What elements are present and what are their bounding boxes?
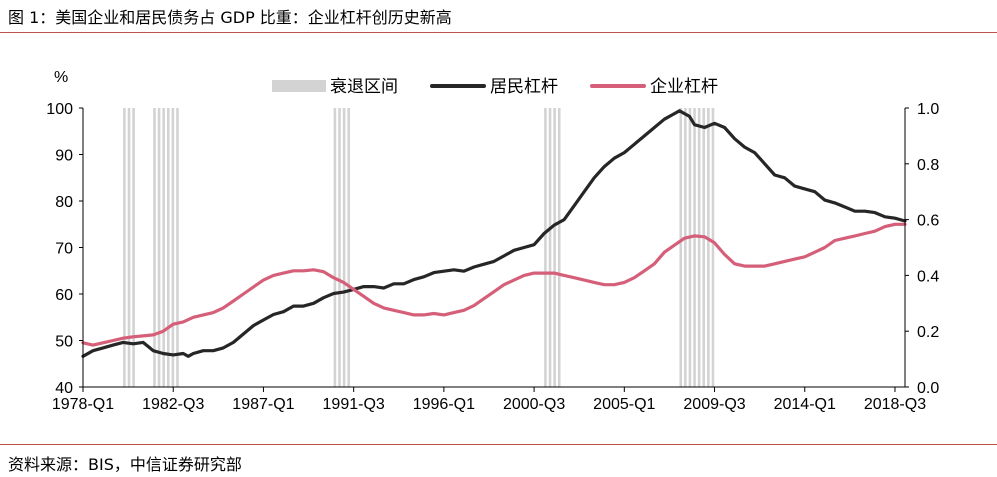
- recession-stripe: [132, 108, 135, 387]
- recession-stripe: [544, 108, 547, 387]
- recession-stripe: [127, 108, 131, 387]
- household-leverage-line: [81, 109, 907, 358]
- recession-band-3: [333, 108, 351, 387]
- x-tick-label: 1996-Q1: [413, 396, 475, 413]
- recession-stripe: [711, 108, 715, 387]
- left-tick-label: 50: [55, 334, 73, 351]
- figure-title: 图 1：美国企业和居民债务占 GDP 比重：企业杠杆创历史新高: [8, 8, 452, 27]
- legend-item-3: 企业杠杆: [590, 77, 718, 97]
- recession-stripe: [688, 108, 692, 387]
- top-divider: [0, 32, 997, 33]
- recession-stripe: [153, 108, 156, 387]
- left-tick-label: 70: [55, 241, 73, 258]
- legend-label: 衰退区间: [330, 77, 398, 97]
- recession-stripe: [162, 108, 165, 387]
- debt-to-gdp-chart: % 40 50 60 70 80 90 100 0.0 0.2 0.4 0.6 0.8 1.0 1978-Q…: [46, 69, 939, 413]
- x-tick-label: 2018-Q3: [864, 396, 926, 413]
- recession-stripe: [693, 108, 696, 387]
- axes: % 40 50 60 70 80 90 100 0.0 0.2 0.4 0.6 0.8 1.0 1978-Q…: [46, 69, 939, 413]
- recession-stripe: [553, 108, 556, 387]
- legend: 衰退区间 居民杠杆 企业杠杆: [272, 77, 718, 97]
- recession-stripe: [684, 108, 687, 387]
- recession-stripe: [697, 108, 701, 387]
- recession-stripe: [338, 108, 341, 387]
- x-tick-label: 2014-Q1: [774, 396, 836, 413]
- right-tick-label: 0.2: [917, 324, 939, 341]
- source-note: 资料来源：BIS，中信证券研究部: [8, 455, 242, 474]
- right-tick-label: 0.4: [917, 268, 939, 285]
- recession-stripe: [176, 108, 179, 387]
- recession-stripe: [702, 108, 706, 387]
- legend-item-1: 衰退区间: [272, 77, 398, 97]
- left-tick-label: 40: [55, 380, 73, 397]
- y-unit-label: %: [54, 69, 68, 86]
- legend-label: 企业杠杆: [650, 77, 718, 97]
- recession-stripe: [347, 108, 351, 387]
- recession-band-1: [123, 108, 135, 387]
- x-tick-label: 1987-Q1: [232, 396, 294, 413]
- recession-stripe: [166, 108, 170, 387]
- recession-bands: [123, 108, 715, 387]
- recession-stripe: [157, 108, 161, 387]
- right-tick-label: 0.0: [917, 380, 939, 397]
- recession-stripe: [333, 108, 337, 387]
- left-tick-label: 60: [55, 287, 73, 304]
- recession-stripe: [171, 108, 175, 387]
- recession-stripe: [123, 108, 126, 387]
- right-tick-label: 1.0: [917, 101, 939, 118]
- legend-swatch: [272, 80, 326, 92]
- x-tick-label: 1982-Q3: [142, 396, 204, 413]
- recession-band-2: [153, 108, 179, 387]
- left-tick-label: 100: [46, 101, 73, 118]
- x-tick-label: 2009-Q3: [683, 396, 745, 413]
- recession-stripe: [707, 108, 710, 387]
- recession-band-4: [544, 108, 561, 387]
- x-tick-label: 1978-Q1: [52, 396, 114, 413]
- x-tick-label: 2005-Q1: [593, 396, 655, 413]
- recession-stripe: [342, 108, 346, 387]
- right-tick-label: 0.8: [917, 157, 939, 174]
- left-tick-label: 80: [55, 194, 73, 211]
- recession-stripe: [679, 108, 683, 387]
- x-tick-label: 1991-Q3: [323, 396, 385, 413]
- recession-stripe: [557, 108, 561, 387]
- legend-item-2: 居民杠杆: [430, 77, 558, 97]
- legend-label: 居民杠杆: [490, 77, 558, 97]
- x-tick-label: 2000-Q3: [503, 396, 565, 413]
- recession-band-5: [679, 108, 715, 387]
- right-tick-label: 0.6: [917, 213, 939, 230]
- bottom-divider: [0, 444, 997, 445]
- left-tick-label: 90: [55, 148, 73, 165]
- recession-stripe: [548, 108, 552, 387]
- series-lines: [81, 109, 907, 358]
- corporate-leverage-line: [81, 222, 907, 347]
